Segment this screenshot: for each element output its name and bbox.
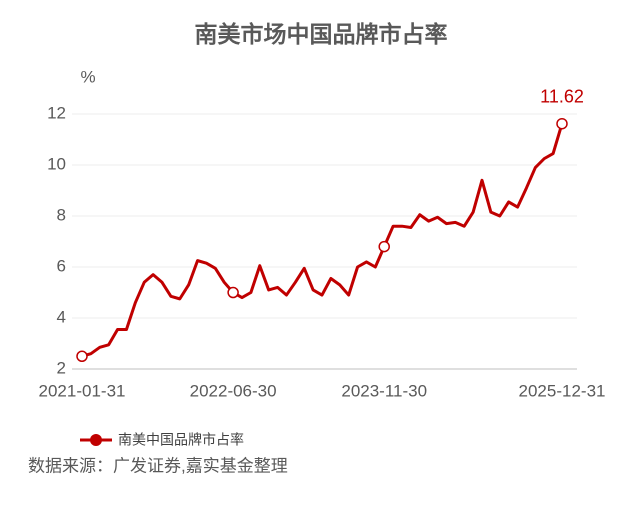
y-tick-label: 4 bbox=[57, 307, 66, 326]
y-unit: % bbox=[80, 67, 95, 86]
y-tick-label: 10 bbox=[47, 154, 66, 173]
y-tick-label: 8 bbox=[57, 205, 66, 224]
legend-label: 南美中国品牌市占率 bbox=[118, 432, 244, 448]
x-tick-label: 2025-12-31 bbox=[519, 381, 606, 400]
point-marker bbox=[227, 286, 239, 299]
point-marker bbox=[378, 240, 390, 253]
y-tick-label: 6 bbox=[57, 256, 66, 275]
y-tick-label: 12 bbox=[47, 103, 66, 122]
point-marker bbox=[76, 350, 88, 362]
legend-marker bbox=[90, 434, 102, 446]
x-tick-label: 2022-06-30 bbox=[190, 381, 277, 400]
x-tick-label: 2021-01-31 bbox=[39, 381, 126, 400]
x-tick-label: 2023-11-30 bbox=[341, 381, 427, 400]
y-tick-label: 2 bbox=[57, 358, 66, 377]
source-note: 数据来源：广发证券,嘉实基金整理 bbox=[28, 456, 288, 475]
point-marker bbox=[556, 117, 568, 130]
line bbox=[81, 123, 564, 358]
value-label: 11.62 bbox=[540, 86, 584, 106]
chart-title: 南美市场中国品牌市占率 bbox=[195, 21, 448, 47]
